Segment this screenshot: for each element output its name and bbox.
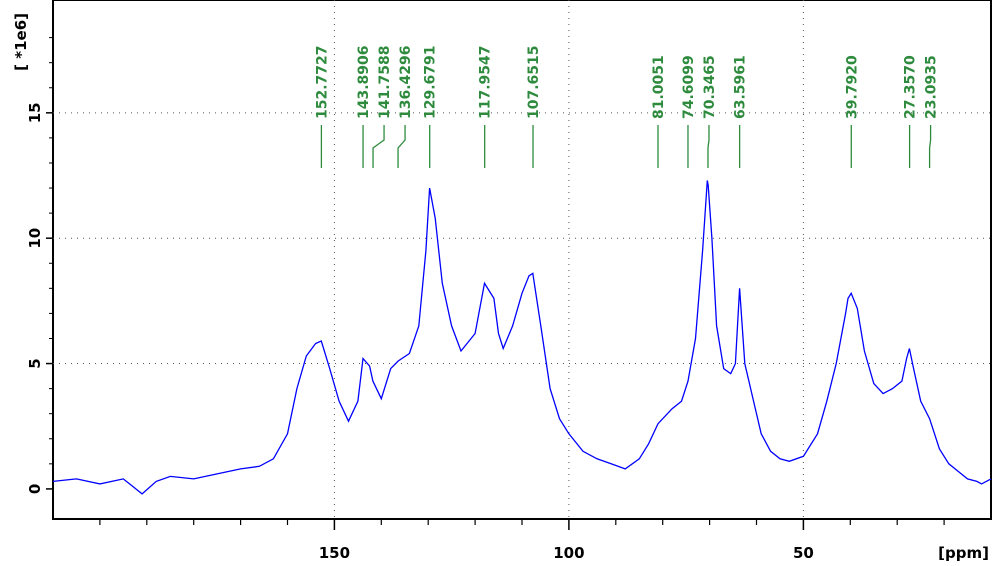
peak-label-10: 63.5961	[733, 55, 749, 119]
peak-label-1: 143.8906	[356, 45, 372, 119]
x-axis-ticks: 150 100 50	[99, 519, 945, 562]
y-tick-label-5: 5	[26, 358, 44, 368]
y-tick-label-10: 10	[26, 228, 44, 249]
peak-label-3: 136.4296	[398, 45, 414, 119]
peak-marker-9	[707, 125, 710, 168]
peak-marker-13	[928, 125, 932, 168]
peak-label-5: 117.9547	[478, 45, 494, 119]
peak-label-13: 23.0935	[924, 55, 940, 119]
peak-annotations: 152.7727 143.8906 141.7588 136.4296 129.6791…	[314, 45, 940, 168]
peak-label-12: 27.3570	[903, 55, 919, 119]
peak-label-2: 141.7588	[377, 45, 393, 119]
spectrum-line-0	[52, 180, 992, 495]
y-tick-label-15: 15	[26, 102, 44, 123]
spectrum-series	[52, 180, 992, 495]
x-axis-label: [ppm]	[938, 544, 989, 562]
x-tick-label-100: 100	[553, 544, 584, 562]
y-axis-label: [ *1e6]	[12, 13, 30, 71]
y-axis-ticks: 0 5 10 15	[26, 37, 53, 494]
peak-label-9: 70.3465	[702, 55, 718, 119]
x-tick-label-50: 50	[793, 544, 814, 562]
peak-marker-3	[397, 125, 406, 168]
peak-label-6: 107.6515	[526, 45, 542, 119]
peak-label-8: 74.6099	[681, 55, 697, 119]
x-tick-label-150: 150	[319, 544, 350, 562]
peak-label-7: 81.0051	[651, 55, 667, 119]
y-tick-label-0: 0	[26, 484, 44, 494]
peak-label-11: 39.7920	[844, 55, 860, 119]
peak-label-4: 129.6791	[423, 45, 439, 119]
peak-label-0: 152.7727	[314, 45, 330, 119]
peak-marker-2	[372, 125, 385, 168]
grid-lines	[53, 0, 991, 519]
